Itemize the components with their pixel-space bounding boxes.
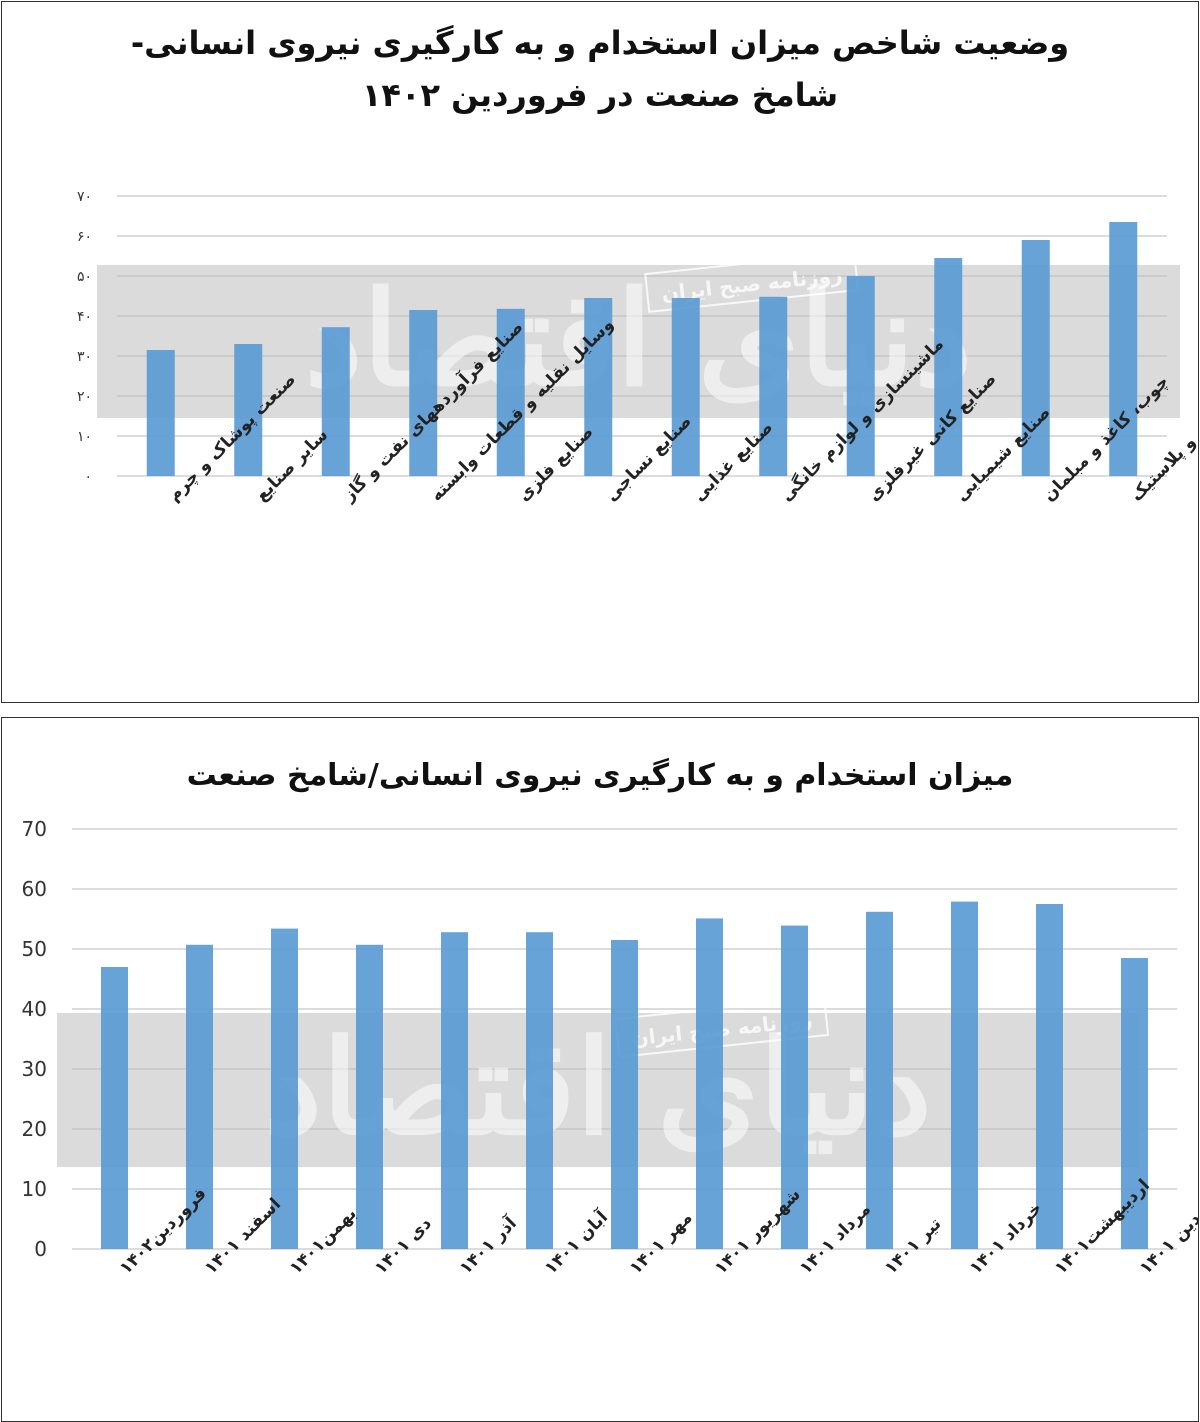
bar [186, 944, 213, 1249]
bar [441, 932, 468, 1249]
y-tick-label: ۲۰ [77, 389, 92, 405]
bar [759, 296, 788, 476]
watermark-band [97, 265, 1180, 418]
bar [611, 940, 638, 1249]
y-tick-label: 0 [34, 1237, 47, 1261]
bar [101, 967, 128, 1249]
bar [1121, 958, 1148, 1249]
bar [526, 932, 553, 1249]
y-tick-label: ۱۰ [77, 429, 92, 445]
bar [1109, 222, 1138, 476]
bar [409, 310, 438, 476]
y-tick-label: 70 [22, 817, 47, 841]
x-category-label: سایر صنایع [252, 425, 332, 505]
bar [1036, 904, 1063, 1249]
y-tick-label: 50 [22, 937, 47, 961]
chart-title-line1: وضعیت شاخص میزان استخدام و به کارگیری نی… [130, 24, 1070, 62]
bar [584, 298, 613, 476]
y-tick-label: 60 [22, 877, 47, 901]
y-tick-label: ۴۰ [77, 309, 92, 325]
y-tick-label: ۰ [84, 469, 92, 485]
bar [846, 276, 875, 476]
chart-title-line2: شامخ صنعت در فروردین ۱۴۰۲ [361, 76, 839, 114]
y-tick-label: 40 [22, 997, 47, 1021]
bar [271, 928, 298, 1249]
bar [1021, 240, 1050, 476]
y-tick-label: 20 [22, 1117, 47, 1141]
bar [356, 944, 383, 1249]
bar [671, 298, 700, 476]
bar [781, 925, 808, 1249]
y-tick-label: ۳۰ [77, 349, 92, 365]
bar [951, 901, 978, 1249]
y-tick-label: 10 [22, 1177, 47, 1201]
chart-panel-sectors: وضعیت شاخص میزان استخدام و به کارگیری نی… [1, 1, 1199, 703]
y-tick-label: ۷۰ [77, 189, 92, 205]
y-tick-label: 30 [22, 1057, 47, 1081]
bar [234, 344, 263, 476]
bar [146, 350, 175, 476]
bar [696, 918, 723, 1249]
chart-title: میزان استخدام و به کارگیری نیروی انسانی/… [186, 758, 1014, 793]
y-tick-label: ۶۰ [77, 229, 92, 245]
bar [321, 327, 350, 476]
y-tick-label: ۵۰ [77, 269, 92, 285]
bar [496, 308, 525, 476]
bar [866, 911, 893, 1249]
bar [934, 258, 963, 476]
chart-panel-monthly: میزان استخدام و به کارگیری نیروی انسانی/… [1, 717, 1199, 1422]
